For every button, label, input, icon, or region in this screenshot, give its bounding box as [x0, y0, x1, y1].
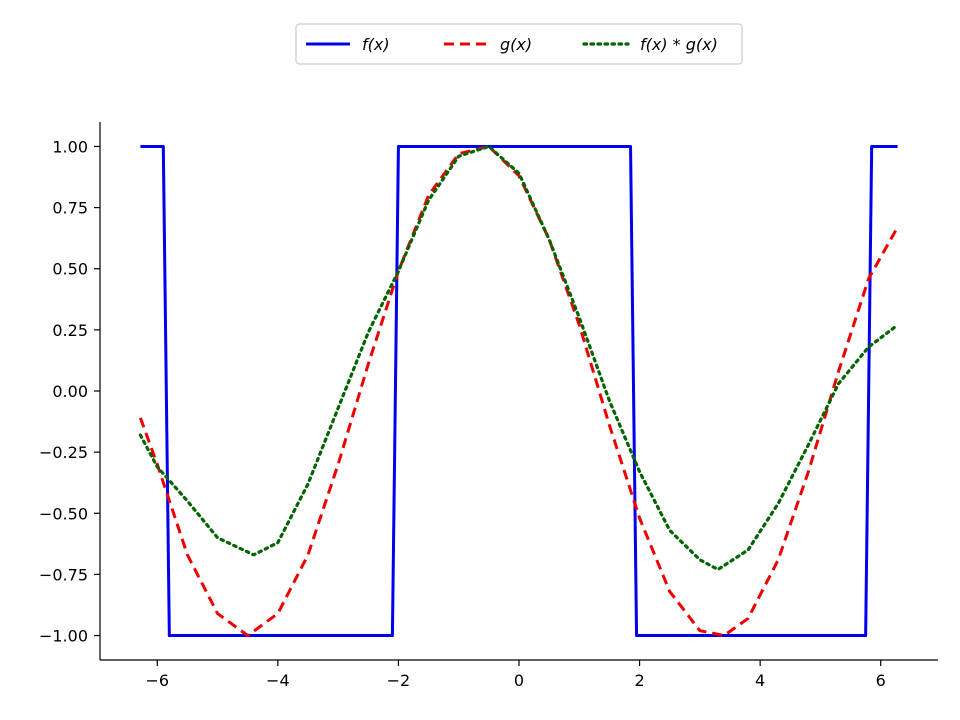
legend: f(x) g(x) f(x) * g(x) — [295, 23, 743, 65]
y-tick-label: 0.00 — [52, 382, 88, 401]
y-tick-label: 0.25 — [52, 321, 88, 340]
y-tick-label: 1.00 — [52, 137, 88, 156]
x-tick-label: 4 — [755, 671, 765, 690]
series-line-g-x — [138, 144, 899, 638]
y-tick-label: −1.00 — [39, 627, 88, 646]
y-tick-label: 0.50 — [52, 260, 88, 279]
y-tick-label: 0.75 — [52, 199, 88, 218]
y-tick-label: −0.25 — [39, 443, 88, 462]
x-tick-label: 0 — [514, 671, 524, 690]
legend-label-g-x: g(x) — [500, 35, 532, 54]
legend-frame — [295, 23, 743, 65]
series-line-f-x — [140, 144, 898, 638]
x-tick-label: −2 — [387, 671, 411, 690]
x-tick-label: 2 — [634, 671, 644, 690]
y-tick-label: −0.50 — [39, 504, 88, 523]
x-tick-label: −4 — [266, 671, 290, 690]
x-tick-label: −6 — [145, 671, 169, 690]
plot-area — [138, 144, 900, 638]
y-tick-label: −0.75 — [39, 565, 88, 584]
legend-label-f-x-g-x: f(x) * g(x) — [640, 35, 718, 54]
x-tick-label: 6 — [876, 671, 886, 690]
axes: −6 −4 −2 0 2 4 6 1.00 0.75 0.50 0.25 0.00 −0.25 −0.50… — [39, 122, 938, 690]
legend-label-f-x: f(x) — [362, 35, 390, 54]
series-line-f-x-g-x — [138, 144, 900, 572]
